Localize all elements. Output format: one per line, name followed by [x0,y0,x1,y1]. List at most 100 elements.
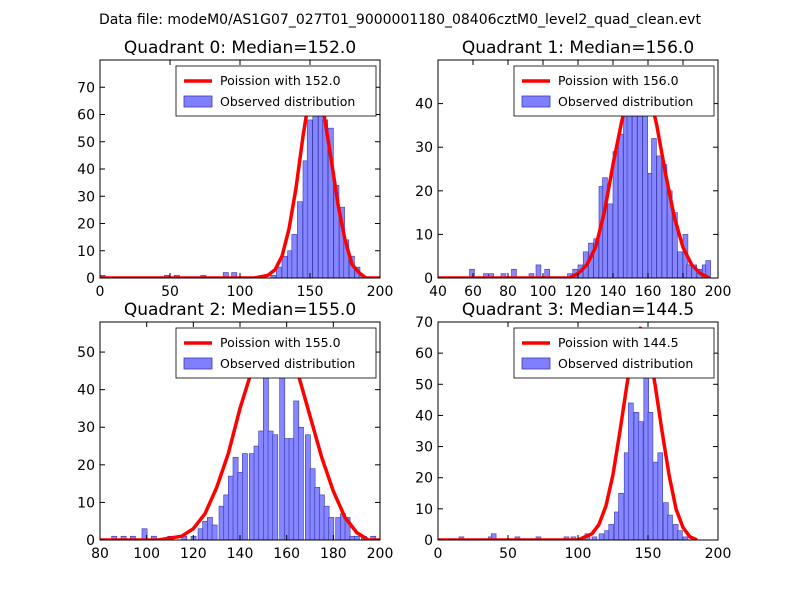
histogram-bar [628,402,634,540]
histogram-bar [598,533,605,540]
histogram-bar [284,438,290,540]
legend-bar-swatch [183,95,213,108]
histogram-bar [298,426,304,540]
histogram-bar [312,92,319,278]
histogram-bar [130,535,136,540]
quadrant-0-chart: Quadrant 0: Median=152.0 0 50 100 150 200 0 10 2… [77,38,393,300]
histogram-bar [618,492,624,540]
histogram-bar [197,528,204,540]
legend-bar-swatch [521,357,551,370]
legend-line-label: Poission with 152.0 [220,73,341,88]
y-tick-label: 70 [415,315,433,331]
y-tick-label: 0 [424,271,433,287]
x-tick-label: 180 [670,284,697,300]
y-tick-label: 40 [77,162,95,178]
x-tick-label: 200 [705,546,732,562]
legend-bar-label: Observed distribution [220,94,355,109]
histogram-bar [370,535,377,540]
quadrant-2-bars [111,332,377,540]
histogram-bar [608,524,614,540]
y-tick-label: 30 [415,440,433,456]
y-tick-label: 50 [77,135,95,151]
quadrant-0-bars [100,92,365,278]
histogram-bar [591,536,598,540]
histogram-bar [288,438,295,540]
histogram-bar [242,453,248,540]
histogram-bar [528,273,535,278]
quadrant-0-title: Quadrant 0: Median=152.0 [124,38,356,58]
histogram-bar [276,266,282,278]
histogram-bar [202,520,209,540]
legend-bar-swatch [521,95,551,108]
histogram-bar [281,255,288,278]
y-tick-label: 50 [77,345,95,361]
histogram-bar [258,430,265,540]
figure-title: Data file: modeM0/AS1G07_027T01_90000011… [99,12,701,28]
y-tick-label: 10 [415,502,433,518]
legend: Poission with 144.5 Observed distribution [513,327,715,379]
histogram-bar [237,472,244,540]
histogram-bar [291,234,298,278]
x-tick-label: 150 [635,546,662,562]
y-tick-label: 20 [77,458,95,474]
x-tick-label: 180 [320,546,347,562]
x-tick-label: 100 [133,546,160,562]
x-tick-label: 0 [434,546,443,562]
quadrant-3-title: Quadrant 3: Median=144.5 [462,300,694,320]
legend-line-label: Poission with 144.5 [558,335,679,350]
y-tick-label: 10 [77,495,95,511]
x-tick-label: 100 [530,284,557,300]
histogram-bar [120,535,127,540]
histogram-bar [328,517,335,540]
y-tick-label: 30 [415,140,433,156]
histogram-bar [232,457,239,540]
histogram-bar [637,421,644,540]
y-tick-label: 0 [86,271,95,287]
y-tick-label: 40 [415,97,433,113]
legend-bar-label: Observed distribution [558,356,693,371]
y-tick-label: 60 [77,108,95,124]
histogram-bar [249,453,255,540]
histogram-bar [279,370,286,540]
quadrant-3-chart: Quadrant 3: Median=144.5 0 50 100 150 200 0 10 2… [415,300,731,562]
histogram-bar [642,98,648,278]
quadrant-2-chart: Quadrant 2: Median=155.080 100 120 140 160 18… [77,300,393,562]
legend-box [513,327,715,379]
y-tick-label: 20 [415,471,433,487]
panels: Quadrant 0: Median=152.00 50 100 150 2000102… [77,38,731,562]
x-tick-label: 140 [227,546,254,562]
histogram-bar [349,535,356,540]
legend: Poission with 156.0 Observed distribution [513,65,715,117]
y-tick-label: 50 [415,377,433,393]
histogram-bar [111,535,118,540]
x-tick-label: 200 [367,284,394,300]
histogram-bar [228,475,234,540]
y-tick-label: 10 [415,227,433,243]
histogram-bar [682,536,689,540]
histogram-bar [612,151,619,278]
histogram-bar [344,517,351,540]
histogram-bar [647,412,654,540]
histogram-bar [657,452,663,540]
histogram-bar [297,201,303,278]
legend: Poission with 152.0 Observed distribution [175,65,377,117]
histogram-bar [602,177,608,278]
x-tick-label: 50 [161,284,179,300]
x-tick-label: 160 [635,284,662,300]
x-tick-label: 100 [565,546,592,562]
legend-box [175,65,377,117]
y-tick-label: 40 [415,408,433,424]
y-tick-label: 30 [77,189,95,205]
histogram-bar [314,487,321,540]
histogram-bar [483,273,489,278]
x-tick-label: 140 [600,284,627,300]
histogram-bar [323,505,330,540]
histogram-bar [686,264,692,278]
histogram-bar [253,445,260,540]
y-tick-label: 0 [86,533,95,549]
histogram-bar [306,119,313,278]
histogram-bar [677,530,683,540]
x-tick-label: 60 [464,284,482,300]
histogram-bar [335,517,342,540]
histogram-bar [305,434,311,540]
